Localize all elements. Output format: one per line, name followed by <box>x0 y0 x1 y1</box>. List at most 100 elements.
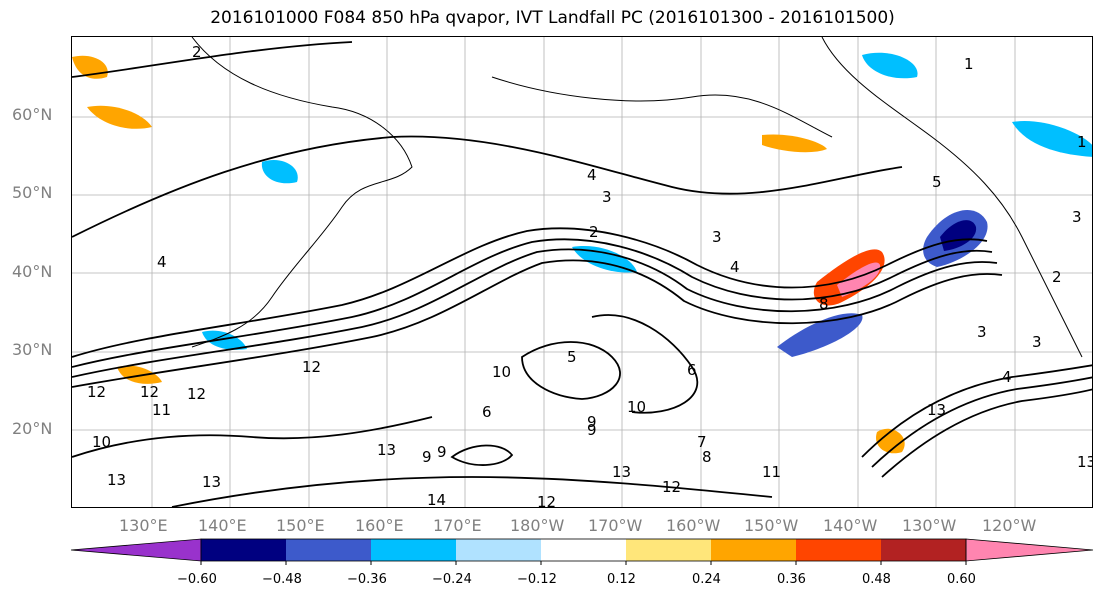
fill-patch-blue-japan <box>202 330 247 350</box>
colorbar-cell <box>796 539 881 561</box>
fill-patch-blue-northeast <box>1012 121 1092 157</box>
colorbar-arrow-left <box>70 538 202 562</box>
colorbar-tick-label: −0.60 <box>177 572 217 587</box>
contour-label: 6 <box>482 403 492 421</box>
contour-label: 3 <box>602 188 612 206</box>
lat-label-50n: 50°N <box>12 183 53 202</box>
contour-label: 13 <box>612 463 631 481</box>
contour-label: 12 <box>87 383 106 401</box>
colorbar-tick-label: −0.48 <box>262 572 302 587</box>
colorbar-cell <box>371 539 456 561</box>
lon-label-140e: 140°E <box>198 516 247 535</box>
lon-label-170e: 170°E <box>433 516 482 535</box>
ivt-contours <box>72 41 1092 507</box>
contour-label: 8 <box>819 295 829 313</box>
lat-label-40n: 40°N <box>12 262 53 281</box>
contour-label: 12 <box>302 358 321 376</box>
colorbar-cell <box>201 539 286 561</box>
fill-patch-negative-sw <box>777 313 863 357</box>
contour-label: 7 <box>697 433 707 451</box>
qvapor-fill <box>72 52 1092 454</box>
colorbar-tick-label: −0.24 <box>432 572 472 587</box>
contour-label: 12 <box>140 383 159 401</box>
contour-label: 10 <box>92 433 111 451</box>
colorbar-arrow-right <box>965 538 1094 562</box>
colorbar-cell <box>881 539 966 561</box>
contour-label: 9 <box>587 421 597 439</box>
contour-label: 9 <box>437 443 447 461</box>
fill-patch-orange-gulf <box>762 134 827 153</box>
lon-label-130e: 130°E <box>119 516 168 535</box>
colorbar-cell <box>286 539 371 561</box>
fill-patch-orange-west <box>87 105 152 129</box>
lon-label-140w: 140°W <box>823 516 878 535</box>
fill-patch-blue-central <box>572 246 637 273</box>
fill-patch-orange-southeast <box>876 428 905 454</box>
contour-label: 3 <box>1032 333 1042 351</box>
contour-label: 4 <box>587 166 597 184</box>
contour-label: 12 <box>187 385 206 403</box>
contour-labels: 2 1 3 4 2 3 4 5 12 12 12 4 5 6 10 9 6 8 … <box>87 43 1093 508</box>
map-title: 2016101000 F084 850 hPa qvapor, IVT Land… <box>210 8 895 28</box>
colorbar-tick-label: −0.36 <box>347 572 387 587</box>
colorbar-cell <box>711 539 796 561</box>
contour-label: 8 <box>702 448 712 466</box>
fill-patch-navy-core <box>940 220 977 251</box>
contour-label: 11 <box>152 401 171 419</box>
coastlines <box>191 37 1083 358</box>
colorbar-cell <box>626 539 711 561</box>
lon-label-150e: 150°E <box>276 516 325 535</box>
contour-label: 4 <box>730 258 740 276</box>
colorbar-tick-label: −0.12 <box>517 572 557 587</box>
colorbar-outline <box>200 538 967 562</box>
contour-label: 14 <box>427 491 446 508</box>
colorbar-tick-label: 0.60 <box>947 572 976 587</box>
contour-label: 11 <box>762 463 781 481</box>
colorbar-ticks <box>200 561 967 565</box>
colorbar <box>70 538 1094 565</box>
contour-label: 4 <box>1002 368 1012 386</box>
fill-patch-blue-kamchatka <box>261 159 298 184</box>
lon-label-170w: 170°W <box>588 516 643 535</box>
colorbar-tick-label: 0.36 <box>777 572 806 587</box>
contour-label: 10 <box>627 398 646 416</box>
colorbar-cell <box>541 539 626 561</box>
map-panel[interactable]: 2 1 3 4 2 3 4 5 12 12 12 4 5 6 10 9 6 8 … <box>71 36 1093 508</box>
lon-label-130w: 130°W <box>902 516 957 535</box>
lon-label-180w: 180°W <box>510 516 565 535</box>
contour-label: 13 <box>377 441 396 459</box>
lon-label-150w: 150°W <box>744 516 799 535</box>
contour-label: 2 <box>192 43 202 61</box>
contour-label: 2 <box>1052 268 1062 286</box>
graticule <box>72 37 1092 507</box>
contour-label: 1 <box>964 55 974 73</box>
contour-label: 5 <box>932 173 942 191</box>
colorbar-tick-label: 0.48 <box>862 572 891 587</box>
lat-label-20n: 20°N <box>12 419 53 438</box>
contour-label: 12 <box>662 478 681 496</box>
contour-label: 10 <box>492 363 511 381</box>
contour-label: 2 <box>589 223 599 241</box>
lat-label-60n: 60°N <box>12 105 53 124</box>
lon-label-120w: 120°W <box>982 516 1037 535</box>
contour-label: 13 <box>1077 453 1093 471</box>
contour-label: 13 <box>202 473 221 491</box>
colorbar-tick-label: 0.12 <box>607 572 636 587</box>
contour-label: 12 <box>537 493 556 508</box>
fill-patch-pink-core <box>837 262 881 297</box>
contour-label: 1 <box>1077 133 1087 151</box>
fill-patch-blue-alaska <box>862 52 918 79</box>
map-canvas: 2 1 3 4 2 3 4 5 12 12 12 4 5 6 10 9 6 8 … <box>72 37 1093 508</box>
contour-label: 6 <box>687 361 697 379</box>
contour-label: 3 <box>977 323 987 341</box>
contour-label: 9 <box>422 448 432 466</box>
lon-label-160e: 160°E <box>355 516 404 535</box>
colorbar-cell <box>456 539 541 561</box>
contour-label: 3 <box>712 228 722 246</box>
lon-label-160w: 160°W <box>666 516 721 535</box>
contour-label: 3 <box>1072 208 1082 226</box>
contour-label: 5 <box>567 348 577 366</box>
colorbar-tick-label: 0.24 <box>692 572 721 587</box>
lat-label-30n: 30°N <box>12 340 53 359</box>
contour-label: 13 <box>107 471 126 489</box>
